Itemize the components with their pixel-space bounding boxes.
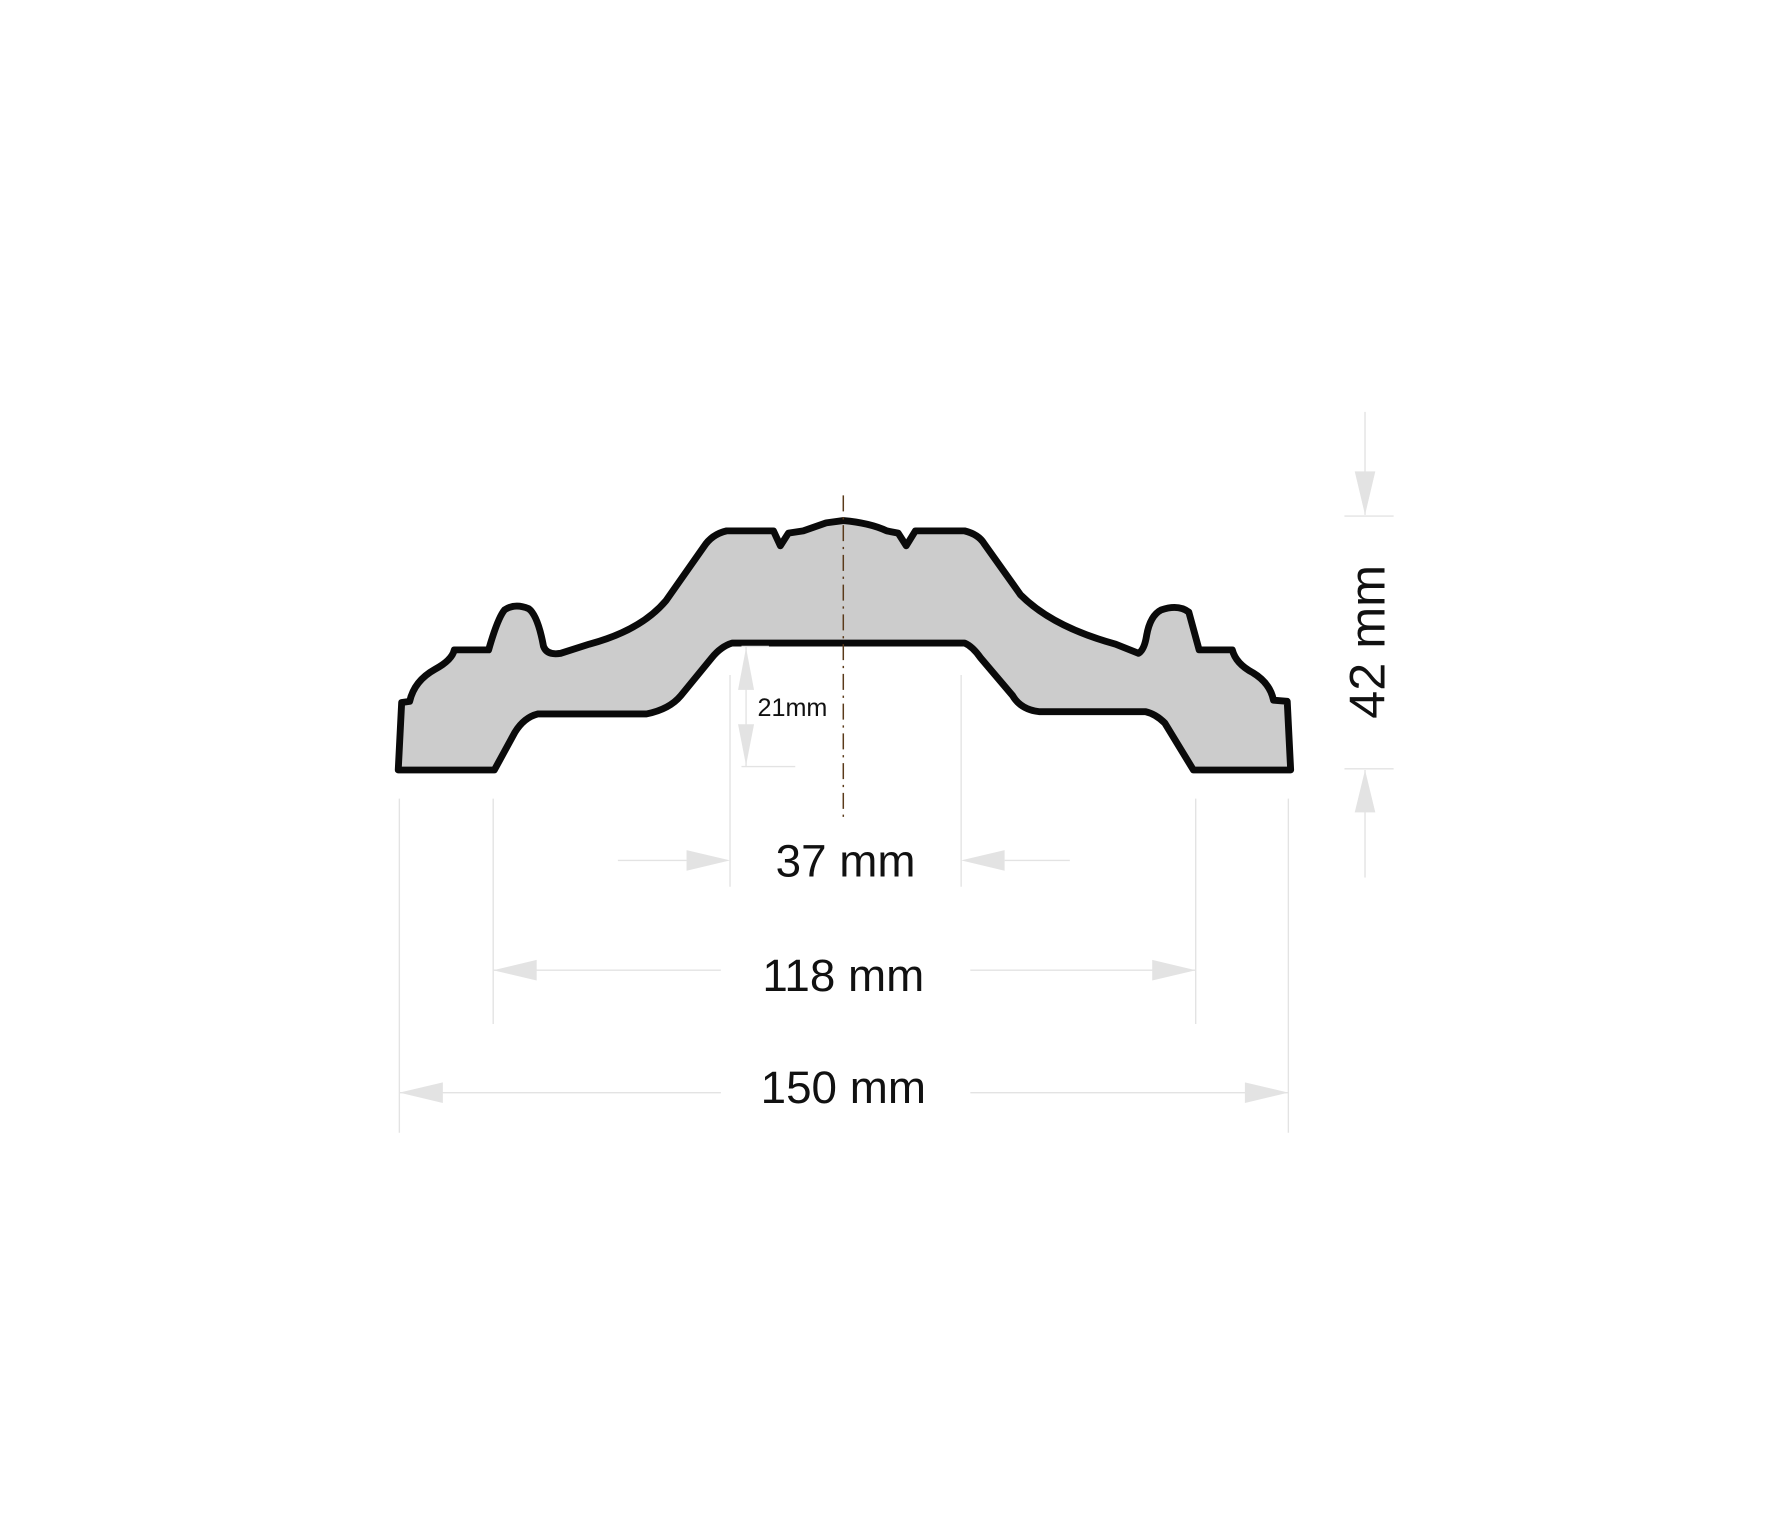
- arrow-down-icon: [1354, 471, 1376, 515]
- arrow-up-icon: [1354, 770, 1376, 813]
- arrow-right-icon: [1152, 959, 1196, 981]
- arrow-up-icon: [738, 647, 755, 690]
- inner-height-dimension: 21mm: [738, 645, 827, 768]
- arrow-left-icon: [961, 850, 1005, 871]
- base-inner-dimension: 118 mm: [492, 798, 1197, 1025]
- overall-width-label: 150 mm: [761, 1062, 926, 1113]
- arrow-right-icon: [686, 850, 731, 871]
- inner-top-label: 37 mm: [776, 835, 916, 886]
- overall-width-dimension: 150 mm: [398, 798, 1290, 1133]
- height-dimension: 42 mm: [1338, 411, 1395, 878]
- arrow-left-icon: [399, 1082, 443, 1103]
- height-label: 42 mm: [1338, 565, 1395, 719]
- arrow-down-icon: [738, 724, 755, 766]
- moulding-profile: [394, 517, 1295, 774]
- arrow-right-icon: [1244, 1082, 1289, 1103]
- inner-height-label: 21mm: [757, 694, 827, 722]
- base-inner-label: 118 mm: [762, 950, 924, 1001]
- arrow-left-icon: [493, 959, 537, 981]
- inner-top-dimension: 37 mm: [617, 675, 1070, 887]
